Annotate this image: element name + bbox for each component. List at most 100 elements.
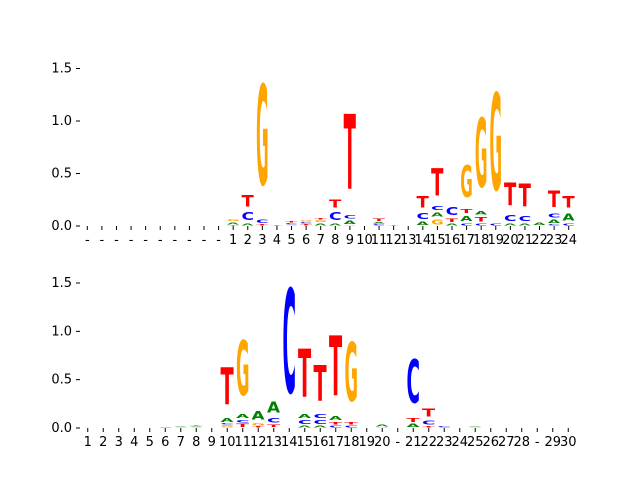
- x-tick-label: 6: [302, 233, 310, 248]
- logo-letter-C: C: [373, 224, 386, 226]
- x-tick-label: 26: [482, 435, 499, 450]
- logo-letter-T: T: [562, 192, 575, 211]
- logo-letter-C: C: [489, 223, 502, 226]
- logo-letter-C: C: [221, 423, 234, 425]
- logo-letter-C: C: [329, 425, 342, 428]
- logo-letter-C: C: [345, 425, 358, 428]
- logo-letter-A: A: [373, 222, 386, 224]
- x-tick-label: 1: [229, 233, 237, 248]
- logo-letter-A: A: [475, 210, 487, 215]
- logo-letter-C: C: [344, 214, 357, 219]
- logo-letter-A: A: [227, 222, 240, 225]
- x-tick-label: 9: [208, 435, 216, 450]
- logo-letter-C: C: [475, 223, 488, 226]
- logo-letter-C: C: [314, 414, 328, 419]
- logo-letter-C: C: [417, 212, 430, 221]
- logo-letter-T: T: [329, 198, 341, 210]
- y-tick-label: 1.0: [51, 324, 72, 339]
- logo-letter-T: T: [241, 191, 254, 210]
- logo-letter-G: G: [345, 326, 358, 420]
- x-tick-label: -: [100, 233, 105, 248]
- logo-letter-T: T: [460, 209, 472, 215]
- x-tick-label: -: [143, 233, 148, 248]
- logo-letter-A: A: [241, 223, 254, 226]
- logo-letter-C: C: [300, 222, 313, 224]
- logo-letter-G: G: [300, 220, 313, 222]
- logo-letter-T: T: [475, 216, 488, 223]
- logo-letter-C: C: [548, 224, 561, 226]
- logo-letter-A: A: [236, 413, 250, 419]
- x-tick-label: -: [129, 233, 134, 248]
- logo-letter-A: A: [221, 425, 235, 426]
- logo-letter-C: C: [519, 215, 532, 223]
- logo-panel-1: 0.00.51.01.5- - - - - - - - - -1 2 3 4 5 6 7 8 9 101112131…: [51, 58, 577, 248]
- logo-letter-A: A: [314, 223, 327, 226]
- x-tick-label: 7: [177, 435, 185, 450]
- x-tick-label: -: [187, 233, 192, 248]
- x-tick-label: 3: [258, 233, 266, 248]
- logo-letter-C: C: [422, 420, 436, 427]
- logo-letter-C: C: [460, 223, 473, 226]
- x-tick-label: -: [395, 435, 400, 450]
- y-tick-label: 0.0: [51, 421, 72, 436]
- x-tick-label: 24: [560, 233, 577, 248]
- x-tick-label: 23: [546, 233, 563, 248]
- logo-letter-T: T: [314, 355, 327, 413]
- x-tick-label: -: [172, 233, 177, 248]
- logo-letter-T: T: [329, 321, 342, 416]
- logo-letter-A: A: [298, 425, 312, 428]
- x-tick-label: 3: [115, 435, 123, 450]
- logo-letter-T: T: [417, 192, 430, 211]
- x-tick-label: 23: [436, 435, 453, 450]
- logo-letter-A: A: [376, 424, 390, 427]
- x-tick-label: -: [535, 435, 540, 450]
- x-tick-label: 6: [161, 435, 169, 450]
- x-tick-label: 1: [84, 435, 92, 450]
- logo-letter-A: A: [533, 222, 545, 226]
- logo-letter-C: C: [446, 206, 459, 218]
- logo-letter-A: A: [267, 398, 281, 416]
- logo-letter-G: G: [460, 157, 473, 208]
- logo-letter-T: T: [190, 425, 204, 426]
- logo-letter-T: T: [422, 407, 436, 419]
- logo-letter-A: A: [562, 212, 575, 223]
- x-tick-label: 2: [244, 233, 252, 248]
- x-tick-label: 15: [296, 435, 313, 450]
- logo-letter-C: C: [431, 205, 444, 211]
- x-tick-label: 30: [560, 435, 577, 450]
- logo-letter-C: C: [236, 420, 249, 424]
- logo-letter-T: T: [314, 218, 327, 220]
- logo-letter-C: C: [283, 261, 296, 427]
- logo-letter-G: G: [469, 427, 482, 428]
- x-tick-label: 7: [317, 233, 325, 248]
- logo-letter-A: A: [298, 413, 312, 419]
- logo-letter-C: C: [548, 212, 561, 218]
- logo-letter-T: T: [345, 421, 359, 425]
- logo-letter-G: G: [431, 218, 444, 226]
- logo-letter-T: T: [256, 224, 269, 226]
- logo-letter-T: T: [267, 424, 281, 428]
- x-tick-label: 19: [487, 233, 504, 248]
- logo-letter-C: C: [285, 223, 298, 225]
- x-tick-label: 15: [429, 233, 446, 248]
- logo-letter-A: A: [329, 415, 343, 421]
- logo-letter-T: T: [329, 421, 343, 425]
- logo-letter-A: A: [407, 423, 421, 428]
- logo-letter-T: T: [300, 224, 313, 226]
- x-tick-label: -: [114, 233, 119, 248]
- x-tick-label: 13: [265, 435, 282, 450]
- logo-letter-T: T: [387, 225, 400, 226]
- x-tick-label: 22: [531, 233, 548, 248]
- logo-letter-G: G: [376, 427, 389, 428]
- logo-letter-G: G: [221, 426, 235, 428]
- logo-letter-G: G: [344, 225, 357, 226]
- x-tick-label: 29: [544, 435, 561, 450]
- x-tick-label: 10: [219, 435, 236, 450]
- x-tick-label: 2: [99, 435, 107, 450]
- x-tick-label: 5: [287, 233, 295, 248]
- logo-letter-G: G: [174, 427, 187, 428]
- logo-letter-A: A: [190, 426, 204, 427]
- x-tick-label: 27: [498, 435, 515, 450]
- logo-letter-A: A: [504, 223, 517, 226]
